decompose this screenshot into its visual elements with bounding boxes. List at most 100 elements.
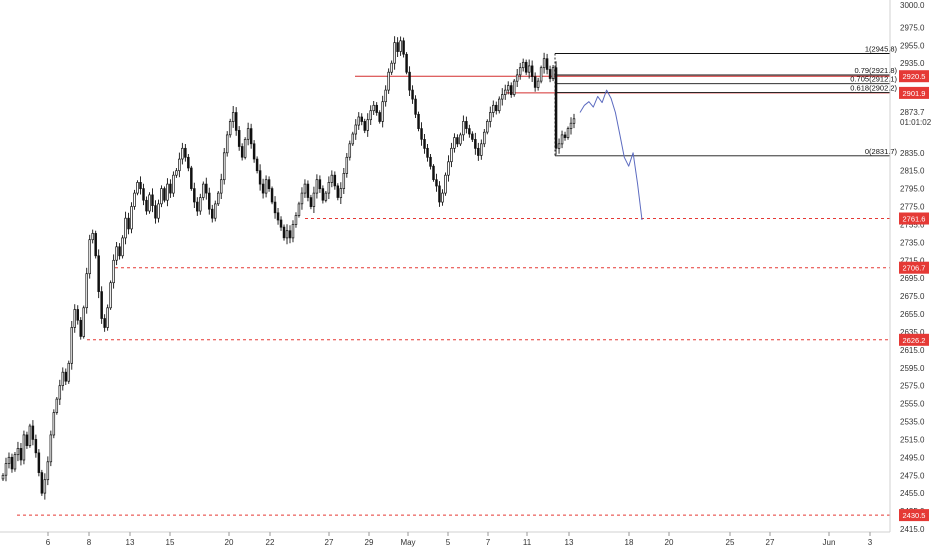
candle — [309, 194, 313, 210]
candle — [438, 181, 441, 207]
candle — [127, 212, 130, 235]
x-tick-label: 27 — [766, 538, 775, 547]
x-tick-label: 6 — [46, 538, 51, 547]
candle — [318, 175, 322, 193]
x-tick-label: 20 — [225, 538, 234, 547]
candle — [456, 134, 459, 148]
candle — [261, 178, 265, 199]
candle — [97, 249, 100, 299]
candle — [181, 142, 184, 165]
y-tick-label: 2735.0 — [900, 238, 925, 247]
candle — [202, 181, 205, 201]
candle — [270, 186, 274, 205]
candle — [34, 434, 38, 458]
x-tick-label: 8 — [87, 538, 92, 547]
candle — [384, 85, 387, 107]
candle — [450, 142, 453, 168]
candle — [70, 321, 74, 370]
candle — [501, 88, 504, 106]
candle — [483, 129, 486, 148]
candle — [402, 37, 405, 58]
candle — [429, 154, 432, 170]
candle — [408, 66, 411, 96]
resistance-tag-label: 2901.9 — [903, 89, 926, 98]
candle — [333, 171, 337, 190]
y-tick-label: 2635.0 — [900, 328, 925, 337]
y-tick-label: 2815.0 — [900, 167, 925, 176]
candle — [357, 112, 360, 130]
candle — [536, 77, 540, 91]
candle — [414, 95, 417, 118]
candle — [252, 140, 256, 163]
x-tick-label: Jun — [823, 538, 836, 547]
candle — [267, 176, 271, 192]
support-tag-label: 2706.7 — [903, 264, 926, 273]
projection-path[interactable] — [579, 89, 643, 221]
support-tag — [899, 212, 929, 225]
x-tick-label: 25 — [726, 538, 735, 547]
candle — [217, 191, 220, 206]
candle — [372, 101, 375, 115]
candle — [345, 153, 349, 178]
x-tick-label: 20 — [665, 538, 674, 547]
support-tag — [899, 333, 929, 346]
candle — [16, 441, 20, 462]
candle — [237, 126, 241, 151]
candle — [43, 473, 47, 500]
y-tick-label: 2873.7 — [900, 108, 925, 117]
candle — [327, 176, 331, 199]
candle — [139, 176, 142, 195]
candle — [219, 173, 223, 199]
fib-level-label: 1(2945.8) — [865, 45, 898, 54]
candle — [67, 360, 71, 384]
candle — [506, 81, 510, 95]
candle — [393, 36, 396, 70]
candle — [521, 58, 525, 72]
candle — [351, 131, 355, 146]
fib-level-label: 0.79(2921.8) — [854, 66, 897, 75]
candle — [542, 52, 546, 74]
y-tick-label: 2715.0 — [900, 256, 925, 265]
x-tick-label: May — [400, 538, 415, 547]
candle — [106, 304, 109, 331]
candle — [142, 183, 145, 206]
y-tick-label: 2415.0 — [900, 525, 925, 534]
candle — [133, 189, 136, 210]
fib-level-label: 0(2831.7) — [865, 147, 898, 156]
x-tick-label: 13 — [565, 538, 574, 547]
candle — [214, 200, 217, 222]
fib-level-label: 0.705(2912.1) — [850, 75, 897, 84]
x-tick-label: 29 — [365, 538, 374, 547]
resistance-tag — [899, 86, 929, 99]
resistance-tag-label: 2920.5 — [903, 72, 926, 81]
candles — [1, 36, 576, 500]
time-axis[interactable]: 6 8 13 15 20 22 27 29 May 5 7 11 13 18 20 25 27 Jun 3 — [46, 532, 873, 547]
fib-level-label: 0.618(2902.2) — [850, 84, 897, 93]
candle — [492, 100, 495, 118]
candle — [477, 142, 480, 161]
candle — [40, 469, 44, 496]
candle — [28, 423, 32, 448]
candle — [348, 140, 352, 161]
x-tick-label: 11 — [523, 538, 532, 547]
candle — [396, 37, 399, 57]
candle — [187, 154, 190, 172]
candle — [417, 111, 420, 132]
candle — [300, 187, 304, 210]
candle — [103, 314, 106, 332]
candle — [495, 101, 498, 115]
candle — [441, 189, 444, 206]
candle — [363, 118, 366, 134]
candle — [190, 165, 193, 191]
x-tick-label: 3 — [868, 538, 873, 547]
y-tick-label: 2595.0 — [900, 364, 925, 373]
fibonacci-retracement[interactable]: 1(2945.8) 0.79(2921.8)0.705(2912.1)0.618(… — [554, 45, 898, 157]
candle — [369, 105, 372, 125]
candle — [255, 156, 259, 174]
candle — [46, 456, 50, 486]
candle — [339, 182, 343, 204]
candle — [524, 59, 528, 75]
x-tick-label: 13 — [126, 538, 135, 547]
